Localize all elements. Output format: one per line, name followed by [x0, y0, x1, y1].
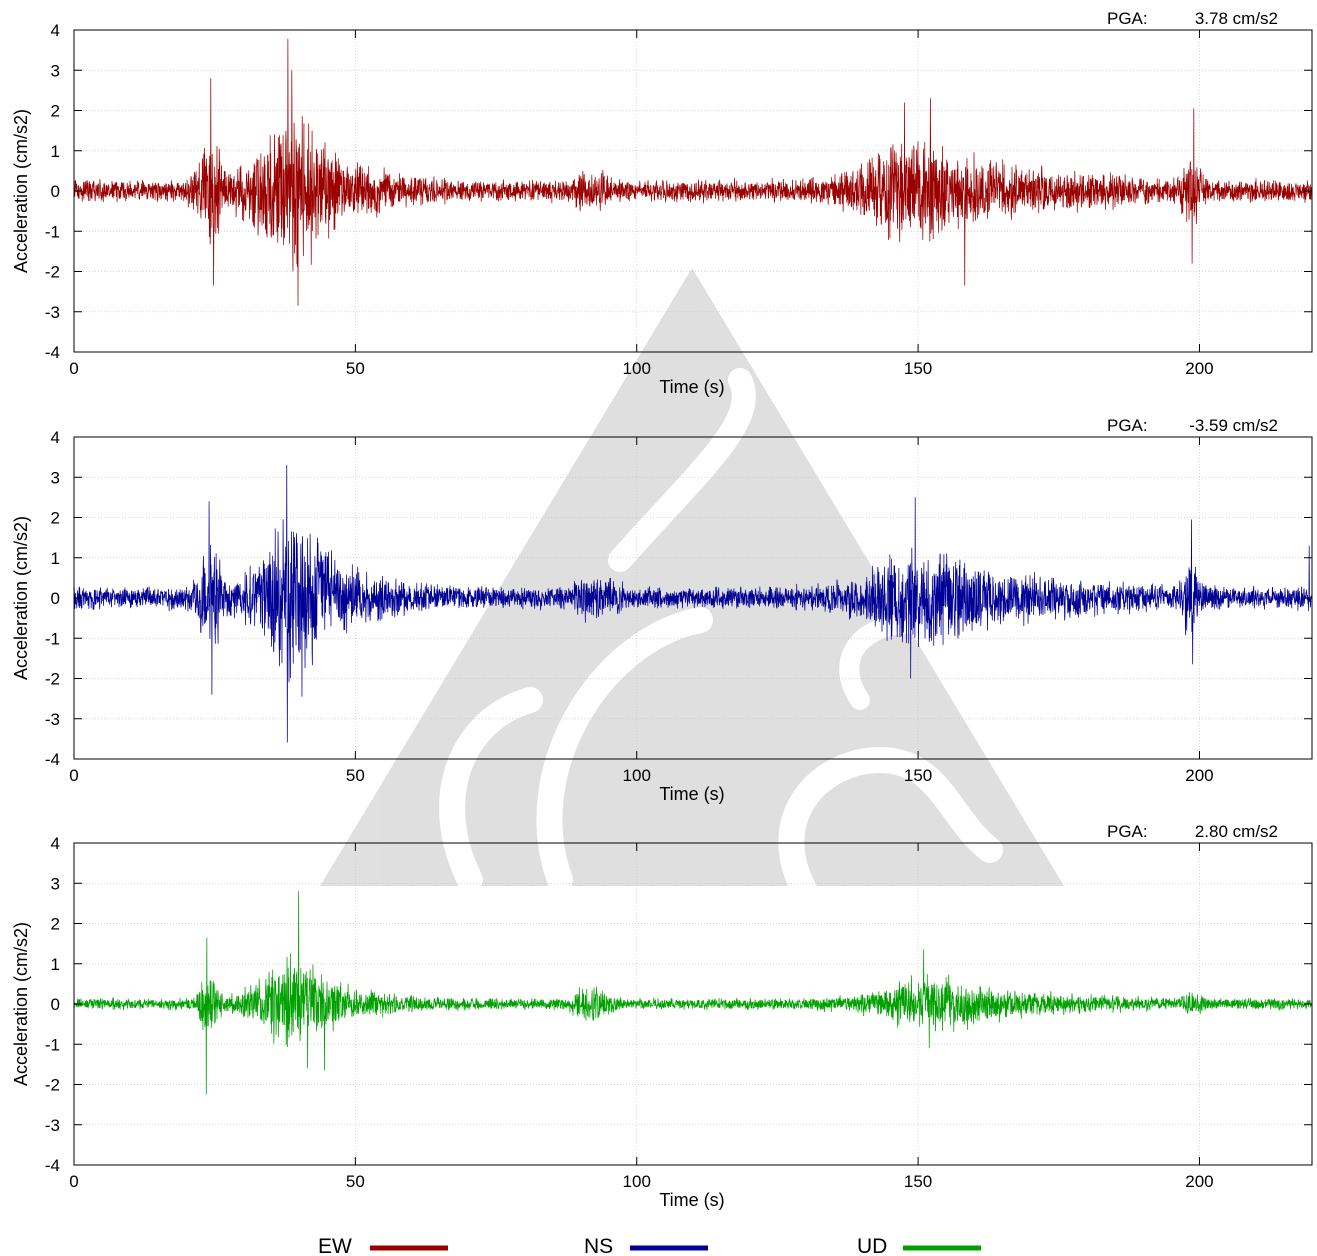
y-tick-label: -2 [45, 1076, 60, 1095]
y-tick-label: 3 [51, 61, 60, 80]
y-tick-label: 2 [51, 509, 60, 528]
y-tick-label: 1 [51, 142, 60, 161]
panel-ns: 0 50 100 150 200 4 3 2 1 0 -1 -2 -3 -4 Time (s) Acceler… [11, 416, 1313, 804]
y-tick-label: 2 [51, 915, 60, 934]
y-tick-label: -1 [45, 222, 60, 241]
pga-label: PGA: [1107, 9, 1148, 28]
y-tick-label: 2 [51, 102, 60, 121]
x-axis-label: Time (s) [659, 784, 724, 804]
y-tick-label: -2 [45, 263, 60, 282]
y-axis-label: Acceleration (cm/s2) [11, 109, 31, 273]
pga-value: -3.59 cm/s2 [1189, 416, 1278, 435]
y-tick-label: 1 [51, 549, 60, 568]
x-tick-label: 200 [1185, 359, 1213, 378]
pga-value: 3.78 cm/s2 [1195, 9, 1278, 28]
x-tick-label: 150 [904, 359, 932, 378]
pga-value: 2.80 cm/s2 [1195, 822, 1278, 841]
y-tick-label: -1 [45, 629, 60, 648]
x-tick-label: 0 [69, 359, 78, 378]
x-tick-label: 0 [69, 766, 78, 785]
x-tick-label: 0 [69, 1172, 78, 1191]
y-axis-label: Acceleration (cm/s2) [11, 516, 31, 680]
y-tick-label: 4 [51, 21, 60, 40]
y-tick-label: -3 [45, 303, 60, 322]
legend: EW NS UD [318, 1235, 981, 1256]
legend-item-ud: UD [857, 1235, 981, 1256]
y-tick-label: 3 [51, 874, 60, 893]
y-tick-label: 1 [51, 955, 60, 974]
pga-label: PGA: [1107, 822, 1148, 841]
x-tick-label: 200 [1185, 766, 1213, 785]
x-axis-label: Time (s) [659, 1190, 724, 1210]
x-tick-label: 50 [346, 1172, 365, 1191]
y-tick-label: 0 [51, 182, 60, 201]
legend-item-ns: NS [584, 1235, 708, 1256]
x-tick-label: 50 [346, 766, 365, 785]
legend-label-ns: NS [584, 1235, 613, 1256]
series-line-ns [73, 465, 1313, 743]
y-tick-label: -2 [45, 670, 60, 689]
legend-label-ud: UD [857, 1235, 887, 1256]
x-tick-label: 200 [1185, 1172, 1213, 1191]
x-tick-label: 100 [623, 766, 651, 785]
pga-label: PGA: [1107, 416, 1148, 435]
grid [74, 30, 1312, 352]
legend-item-ew: EW [318, 1235, 448, 1256]
y-tick-label: 4 [51, 428, 60, 447]
y-tick-label: -3 [45, 1116, 60, 1135]
x-tick-label: 100 [623, 359, 651, 378]
x-tick-label: 50 [346, 359, 365, 378]
y-tick-label: 3 [51, 468, 60, 487]
y-tick-label: 4 [51, 834, 60, 853]
y-tick-label: -1 [45, 1035, 60, 1054]
y-tick-label: -4 [45, 750, 60, 769]
panel-ud: 0 50 100 150 200 4 3 2 1 0 -1 -2 -3 -4 Time (s) Acceler… [11, 822, 1313, 1210]
y-tick-label: -3 [45, 710, 60, 729]
x-axis-label: Time (s) [659, 377, 724, 397]
legend-label-ew: EW [318, 1235, 352, 1256]
panel-ew: 0 50 100 150 200 4 3 2 1 0 -1 -2 -3 -4 Time (s) Acceler… [11, 9, 1313, 397]
x-tick-label: 150 [904, 1172, 932, 1191]
y-tick-label: 0 [51, 589, 60, 608]
series-line-ew [73, 38, 1313, 306]
y-tick-label: -4 [45, 343, 60, 362]
x-tick-label: 100 [623, 1172, 651, 1191]
y-tick-label: -4 [45, 1156, 60, 1175]
logo-watermark [320, 268, 1064, 913]
series-line-ud [73, 891, 1313, 1095]
y-tick-label: 0 [51, 995, 60, 1014]
x-tick-label: 150 [904, 766, 932, 785]
y-axis-label: Acceleration (cm/s2) [11, 922, 31, 1086]
